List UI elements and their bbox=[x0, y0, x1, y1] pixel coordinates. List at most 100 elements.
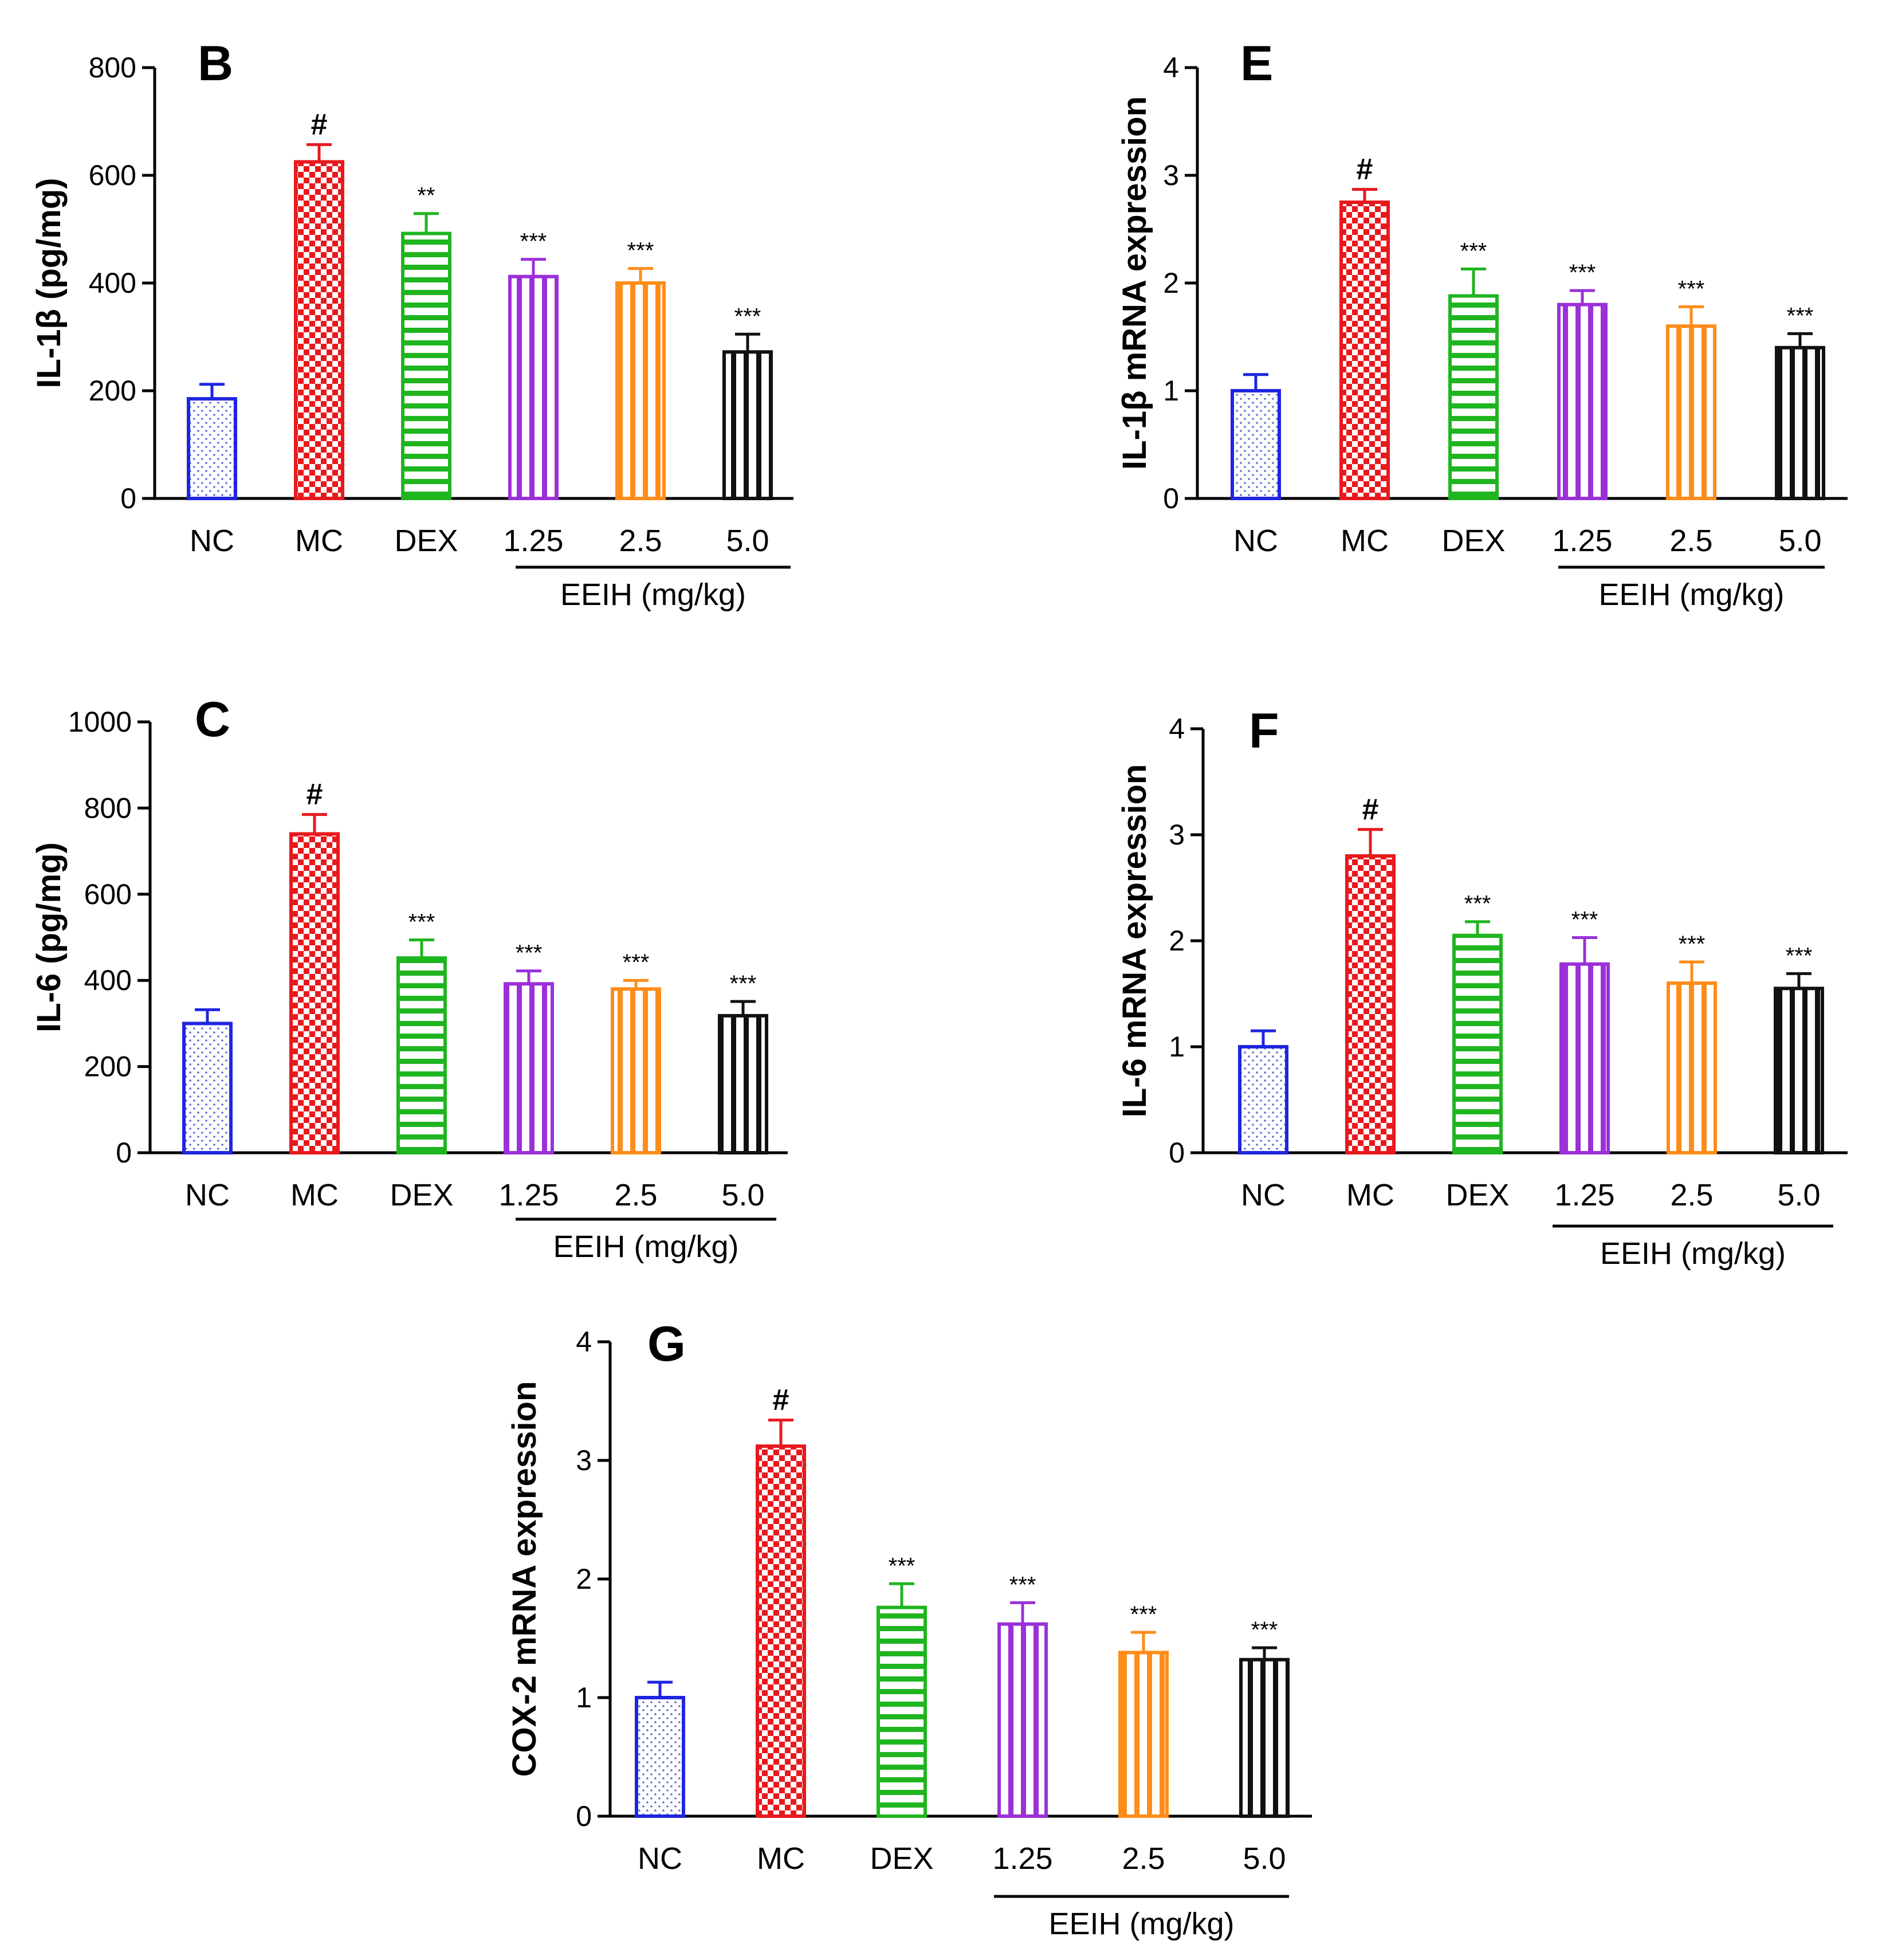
x-tick-label: DEX bbox=[1445, 1178, 1509, 1212]
bar-2.5 bbox=[1118, 1651, 1169, 1818]
significance-marker: *** bbox=[520, 229, 547, 254]
significance-marker: *** bbox=[516, 941, 543, 966]
y-tick-label: 800 bbox=[84, 792, 132, 824]
y-tick-label: 1 bbox=[576, 1682, 592, 1714]
panel-letter: F bbox=[1249, 704, 1279, 759]
bar-2.5 bbox=[1666, 324, 1716, 500]
x-tick-label: NC bbox=[638, 1841, 682, 1876]
panel-letter: C bbox=[195, 692, 230, 747]
bar-NC bbox=[1238, 1045, 1288, 1154]
x-tick-label: 1.25 bbox=[992, 1841, 1052, 1876]
y-tick-label: 0 bbox=[116, 1137, 132, 1169]
x-tick-label: 5.0 bbox=[721, 1178, 764, 1212]
y-tick-label: 4 bbox=[1163, 52, 1179, 84]
x-tick-label: 2.5 bbox=[1669, 524, 1712, 558]
group-label: EEIH (mg/kg) bbox=[553, 1230, 738, 1264]
bar-MC bbox=[1345, 854, 1396, 1154]
y-tick-label: 600 bbox=[89, 159, 136, 191]
x-tick-label: DEX bbox=[394, 524, 458, 558]
significance-marker: *** bbox=[1569, 260, 1596, 285]
x-tick-label: MC bbox=[1346, 1178, 1394, 1212]
y-tick-label: 2 bbox=[1163, 267, 1179, 299]
significance-marker: *** bbox=[1787, 303, 1814, 328]
bar-MC bbox=[294, 160, 344, 500]
group-label: EEIH (mg/kg) bbox=[1048, 1907, 1234, 1941]
x-tick-label: 5.0 bbox=[1777, 1178, 1820, 1212]
x-tick-label: 5.0 bbox=[726, 524, 769, 558]
y-axis-label: COX-2 mRNA expression bbox=[506, 1381, 543, 1777]
x-tick-label: NC bbox=[1233, 524, 1278, 558]
y-tick-label: 400 bbox=[89, 267, 136, 299]
y-tick-label: 4 bbox=[576, 1326, 592, 1358]
bar-DEX bbox=[877, 1605, 927, 1818]
y-tick-label: 2 bbox=[576, 1563, 592, 1595]
x-tick-label: 1.25 bbox=[503, 524, 563, 558]
panel-e: 0 1 2 3 4 IL-1β mRNA expression E NC # MC *** DEX **… bbox=[1116, 36, 1848, 612]
bar-2.5 bbox=[1667, 981, 1717, 1154]
significance-marker: # bbox=[1362, 793, 1379, 826]
x-tick-label: 5.0 bbox=[1778, 524, 1821, 558]
y-tick-label: 0 bbox=[1169, 1137, 1185, 1169]
y-tick-label: 1 bbox=[1163, 375, 1179, 407]
y-tick-label: 2 bbox=[1169, 925, 1185, 957]
y-tick-label: 3 bbox=[576, 1444, 592, 1476]
panel-letter: B bbox=[198, 36, 233, 91]
significance-marker: *** bbox=[408, 910, 435, 935]
y-axis-label: IL-1β (pg/mg) bbox=[30, 178, 68, 388]
panel-f: 0 1 2 3 4 IL-6 mRNA expression F NC # MC *** DEX ***… bbox=[1116, 704, 1848, 1271]
bar-DEX bbox=[396, 956, 447, 1154]
significance-marker: *** bbox=[1464, 891, 1491, 917]
significance-marker: *** bbox=[1130, 1602, 1157, 1627]
bar-MC bbox=[756, 1444, 806, 1818]
x-tick-label: 1.25 bbox=[498, 1178, 559, 1212]
significance-marker: *** bbox=[1678, 276, 1705, 301]
bar-5.0 bbox=[1774, 987, 1824, 1154]
y-tick-label: 1 bbox=[1169, 1031, 1185, 1063]
y-tick-label: 0 bbox=[1163, 482, 1179, 514]
panel-letter: G bbox=[647, 1317, 686, 1372]
significance-marker: # bbox=[307, 778, 323, 811]
x-tick-label: NC bbox=[190, 524, 234, 558]
y-tick-label: 3 bbox=[1169, 819, 1185, 851]
x-tick-label: MC bbox=[290, 1178, 339, 1212]
bar-MC bbox=[1339, 201, 1390, 500]
bar-5.0 bbox=[722, 350, 773, 500]
significance-marker: *** bbox=[889, 1553, 915, 1578]
group-label: EEIH (mg/kg) bbox=[1600, 1236, 1786, 1271]
bar-5.0 bbox=[1239, 1657, 1290, 1818]
y-tick-label: 200 bbox=[89, 375, 136, 407]
significance-marker: # bbox=[311, 108, 328, 141]
significance-marker: *** bbox=[1251, 1617, 1278, 1643]
y-tick-label: 400 bbox=[84, 964, 132, 996]
x-tick-label: 2.5 bbox=[619, 524, 662, 558]
y-tick-label: 600 bbox=[84, 878, 132, 910]
significance-marker: *** bbox=[1460, 239, 1487, 264]
bar-1.25 bbox=[997, 1622, 1048, 1818]
x-tick-label: DEX bbox=[1441, 524, 1505, 558]
x-tick-label: MC bbox=[295, 524, 343, 558]
x-tick-label: 2.5 bbox=[1670, 1178, 1713, 1212]
significance-marker: # bbox=[773, 1384, 789, 1417]
y-tick-label: 3 bbox=[1163, 159, 1179, 191]
y-tick-label: 1000 bbox=[68, 706, 132, 738]
x-tick-label: 2.5 bbox=[1122, 1841, 1165, 1876]
y-tick-label: 800 bbox=[89, 52, 136, 84]
x-tick-label: DEX bbox=[870, 1841, 933, 1876]
bar-2.5 bbox=[615, 281, 666, 500]
y-tick-label: 0 bbox=[576, 1800, 592, 1832]
bar-NC bbox=[182, 1022, 233, 1155]
significance-marker: *** bbox=[1009, 1572, 1036, 1597]
group-label: EEIH (mg/kg) bbox=[560, 578, 746, 612]
bar-DEX bbox=[401, 231, 451, 500]
panel-c: 0 200 400 600 800 1000 IL-6 (pg/mg) C NC # MC *** DE… bbox=[30, 692, 788, 1264]
x-tick-label: MC bbox=[1341, 524, 1389, 558]
bar-5.0 bbox=[1775, 345, 1825, 500]
significance-marker: # bbox=[1357, 152, 1373, 186]
x-tick-label: DEX bbox=[390, 1178, 453, 1212]
significance-marker: *** bbox=[627, 238, 654, 264]
bar-1.25 bbox=[1557, 303, 1608, 500]
y-axis-label: IL-6 (pg/mg) bbox=[30, 842, 68, 1032]
bar-1.25 bbox=[508, 274, 559, 500]
significance-marker: *** bbox=[1679, 932, 1706, 957]
